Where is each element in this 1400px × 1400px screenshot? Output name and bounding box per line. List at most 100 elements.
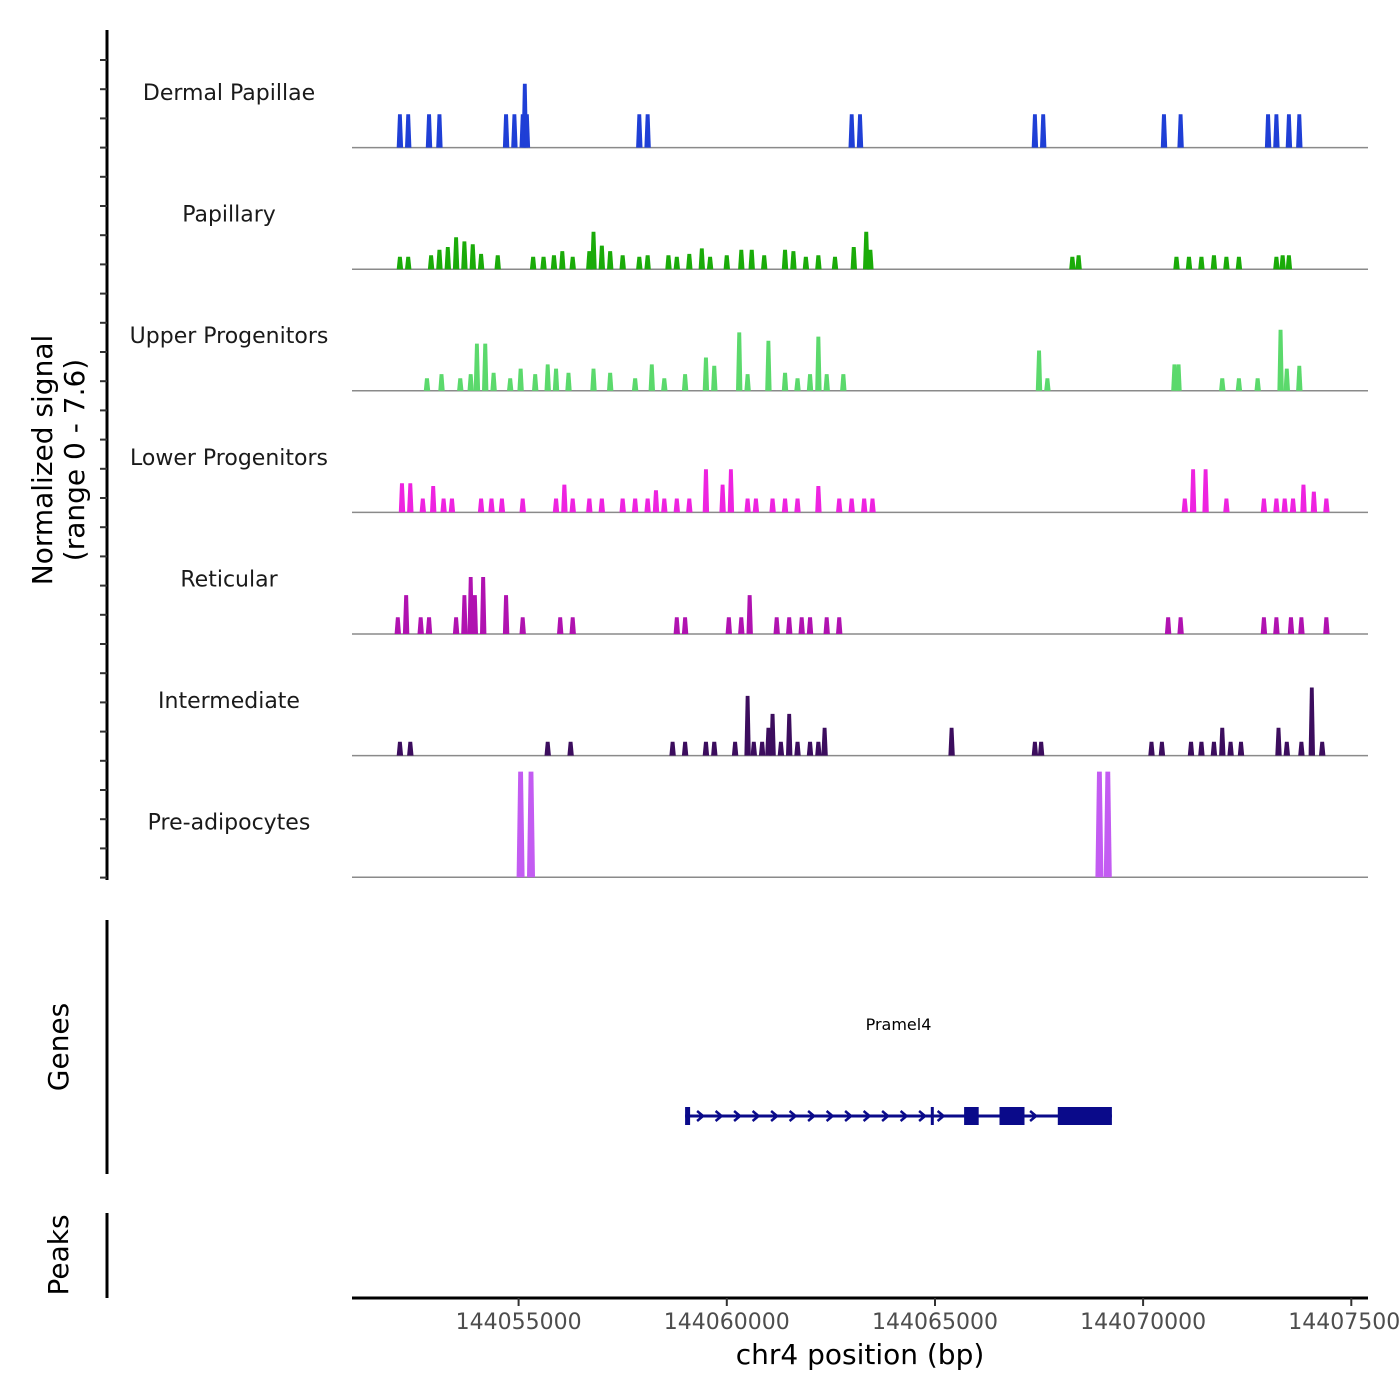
signal-peak xyxy=(1035,350,1043,391)
signal-peak xyxy=(781,249,789,270)
signal-peak xyxy=(1260,498,1268,513)
signal-peak xyxy=(1040,114,1047,148)
signal-peak xyxy=(402,595,410,634)
signal-peak xyxy=(1298,617,1305,634)
signal-peak xyxy=(448,498,456,513)
gene-exon xyxy=(964,1107,979,1125)
x-tick-label: 144060000 xyxy=(664,1310,790,1335)
signal-peak xyxy=(1296,365,1303,391)
signal-peak xyxy=(517,368,524,391)
strand-arrow-icon xyxy=(696,1110,706,1122)
track-label: Intermediate xyxy=(158,689,300,714)
track-lower-progenitors: Lower Progenitors xyxy=(130,446,1368,514)
signal-peak xyxy=(532,374,539,391)
signal-peak xyxy=(777,741,785,756)
signal-peak xyxy=(417,617,424,634)
signal-peak xyxy=(798,617,805,634)
signal-peak xyxy=(736,332,743,391)
signal-peak xyxy=(561,484,568,513)
signal-peak xyxy=(1273,114,1280,148)
signal-peak xyxy=(502,595,510,634)
signal-peak xyxy=(631,378,639,391)
signal-peak xyxy=(761,255,768,270)
signal-peak xyxy=(673,256,680,270)
signal-peak xyxy=(523,114,531,148)
strand-arrow-icon xyxy=(918,1110,928,1122)
signal-peak xyxy=(748,249,755,270)
track-label: Papillary xyxy=(182,203,276,228)
signal-peak xyxy=(1198,256,1205,270)
signal-peak xyxy=(1044,378,1051,391)
y-axis-title-line2: (range 0 - 7.6) xyxy=(58,359,91,561)
signal-peak xyxy=(1223,498,1230,513)
signal-peak xyxy=(1219,727,1226,756)
signal-peak xyxy=(569,617,576,634)
signal-peak xyxy=(490,372,497,391)
track-label: Reticular xyxy=(180,567,278,592)
gene-exon xyxy=(1057,1107,1112,1125)
signal-peak xyxy=(806,741,814,756)
signal-peak xyxy=(702,357,710,391)
signal-peak xyxy=(436,249,443,270)
signal-peak xyxy=(425,617,433,634)
signal-peak xyxy=(1323,498,1330,513)
signal-peak xyxy=(1219,378,1226,391)
signal-peak xyxy=(436,114,443,148)
signal-peak xyxy=(1323,617,1330,634)
signal-peak xyxy=(502,114,510,148)
signal-peak xyxy=(457,378,464,391)
gene-pramel4: Pramel4 xyxy=(685,1015,1112,1125)
signal-peak xyxy=(661,378,668,391)
signal-peak xyxy=(425,114,433,148)
signal-peak xyxy=(1223,256,1230,270)
signal-peak xyxy=(861,498,868,513)
signal-peak xyxy=(794,498,801,513)
signal-peak xyxy=(744,374,751,391)
strand-arrow-icon xyxy=(825,1110,835,1122)
signal-peak xyxy=(1210,741,1218,756)
signal-peak xyxy=(598,498,605,513)
signal-peak xyxy=(856,114,864,148)
signal-peak xyxy=(1037,741,1045,756)
signal-peak xyxy=(1075,255,1082,270)
signal-peak xyxy=(544,364,551,391)
signal-peak xyxy=(781,498,789,513)
signal-peak xyxy=(586,498,593,513)
track-reticular: Reticular xyxy=(180,567,1368,635)
signal-peak xyxy=(781,372,789,391)
signal-peak xyxy=(815,336,822,391)
signal-peak xyxy=(698,248,705,270)
signal-peak xyxy=(507,378,514,391)
signal-peak xyxy=(1227,741,1234,756)
track-papillary: Papillary xyxy=(182,203,1368,270)
signal-peak xyxy=(644,255,651,270)
signal-peak xyxy=(863,231,870,270)
signal-peak xyxy=(1310,491,1318,513)
signal-peak xyxy=(727,469,735,513)
signal-peak xyxy=(652,490,660,513)
signal-peak xyxy=(1273,617,1280,634)
y-axis-subtitle: (range 0 - 7.6) xyxy=(58,359,91,561)
signal-peak xyxy=(1300,484,1307,513)
signal-peak xyxy=(565,372,572,391)
signal-peak xyxy=(407,483,414,513)
signal-peak xyxy=(405,114,412,148)
genes-track-label: Genes xyxy=(42,1003,75,1091)
x-tick-label: 144075000 xyxy=(1288,1310,1400,1335)
signal-peak xyxy=(681,741,689,756)
signal-peak xyxy=(1202,469,1209,513)
signal-peak xyxy=(438,374,445,391)
signal-peak xyxy=(790,251,797,270)
signal-peak xyxy=(569,256,576,270)
signal-peak xyxy=(494,255,501,270)
signal-peak xyxy=(848,498,855,513)
signal-peak xyxy=(590,368,597,391)
x-axis-ticks: 144055000 144060000 144065000 144070000 1440… xyxy=(456,1298,1400,1335)
signal-peak xyxy=(802,256,810,270)
strand-arrow-icon xyxy=(862,1110,872,1122)
genes-track: Pramel4 xyxy=(685,1015,1112,1125)
signal-peak xyxy=(519,617,526,634)
signal-peak xyxy=(467,374,474,391)
signal-peak xyxy=(423,378,431,391)
signal-peak xyxy=(1031,114,1039,148)
